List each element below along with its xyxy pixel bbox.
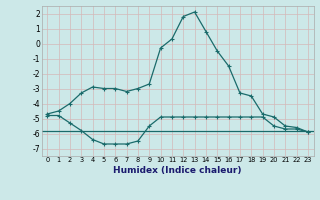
X-axis label: Humidex (Indice chaleur): Humidex (Indice chaleur) — [113, 166, 242, 175]
